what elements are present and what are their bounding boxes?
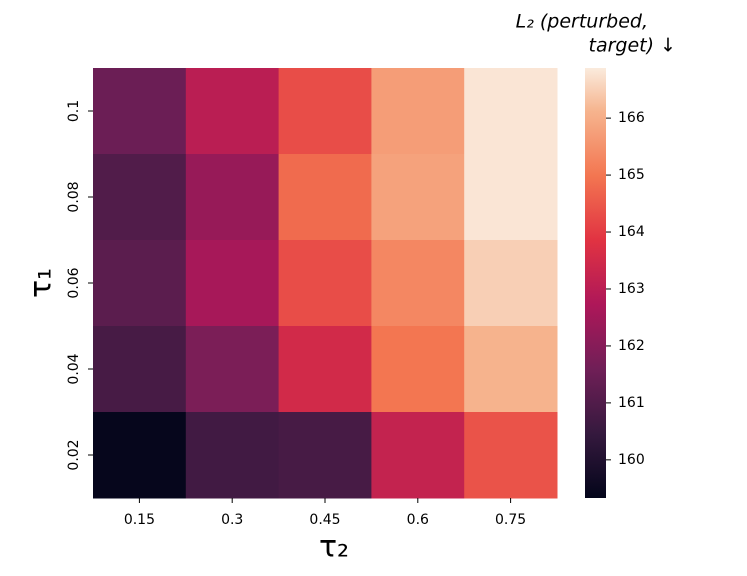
colorbar-tick-label: 161 bbox=[618, 395, 645, 411]
colorbar bbox=[585, 68, 606, 498]
heatmap-cell bbox=[371, 326, 465, 413]
heatmap-cell bbox=[185, 240, 280, 327]
heatmap-cell bbox=[371, 68, 465, 155]
x-axis-label: τ₂ bbox=[319, 530, 349, 565]
x-tick-label: 0.3 bbox=[221, 512, 243, 528]
colorbar-label: L₂ (perturbed, bbox=[516, 11, 648, 33]
heatmap-cell bbox=[464, 240, 558, 327]
colorbar-tick-label: 164 bbox=[618, 224, 645, 240]
colorbar-tick-label: 160 bbox=[618, 452, 645, 468]
y-tick-label: 0.08 bbox=[66, 181, 82, 212]
y-tick-label: 0.04 bbox=[66, 353, 82, 384]
heatmap-cell bbox=[278, 240, 372, 327]
x-tick-label: 0.15 bbox=[124, 512, 155, 528]
heatmap-cell bbox=[278, 326, 372, 413]
heatmap-cell bbox=[278, 154, 372, 241]
heatmap-cell bbox=[371, 240, 465, 327]
colorbar-tick-label: 165 bbox=[618, 167, 645, 183]
heatmap-cell bbox=[464, 154, 558, 241]
y-tick-label: 0.1 bbox=[66, 100, 82, 122]
heatmap-cell bbox=[371, 412, 465, 499]
heatmap-cell bbox=[93, 154, 187, 241]
y-tick-label: 0.02 bbox=[66, 439, 82, 470]
heatmap-cell bbox=[93, 412, 187, 499]
heatmap-cell bbox=[371, 154, 465, 241]
heatmap-cell bbox=[185, 154, 280, 241]
colorbar-tick-label: 162 bbox=[618, 338, 645, 354]
x-tick-label: 0.6 bbox=[407, 512, 429, 528]
heatmap-cell bbox=[278, 68, 372, 155]
colorbar-label: target) ↓ bbox=[589, 35, 676, 57]
heatmap-cell bbox=[185, 68, 280, 155]
heatmap-cell bbox=[93, 68, 187, 155]
colorbar-tick-label: 166 bbox=[618, 110, 645, 126]
colorbar-tick-label: 163 bbox=[618, 281, 645, 297]
heatmap-cell bbox=[464, 412, 558, 499]
heatmap-cell bbox=[93, 240, 187, 327]
y-tick-label: 0.06 bbox=[66, 267, 82, 298]
heatmap-cell bbox=[278, 412, 372, 499]
x-tick-label: 0.75 bbox=[495, 512, 526, 528]
heatmap-cell bbox=[464, 326, 558, 413]
heatmap-cell bbox=[464, 68, 558, 155]
heatmap-cell bbox=[185, 326, 280, 413]
heatmap-cell bbox=[93, 326, 187, 413]
y-axis-label: τ₁ bbox=[24, 268, 59, 298]
x-tick-label: 0.45 bbox=[309, 512, 340, 528]
heatmap-cell bbox=[185, 412, 280, 499]
